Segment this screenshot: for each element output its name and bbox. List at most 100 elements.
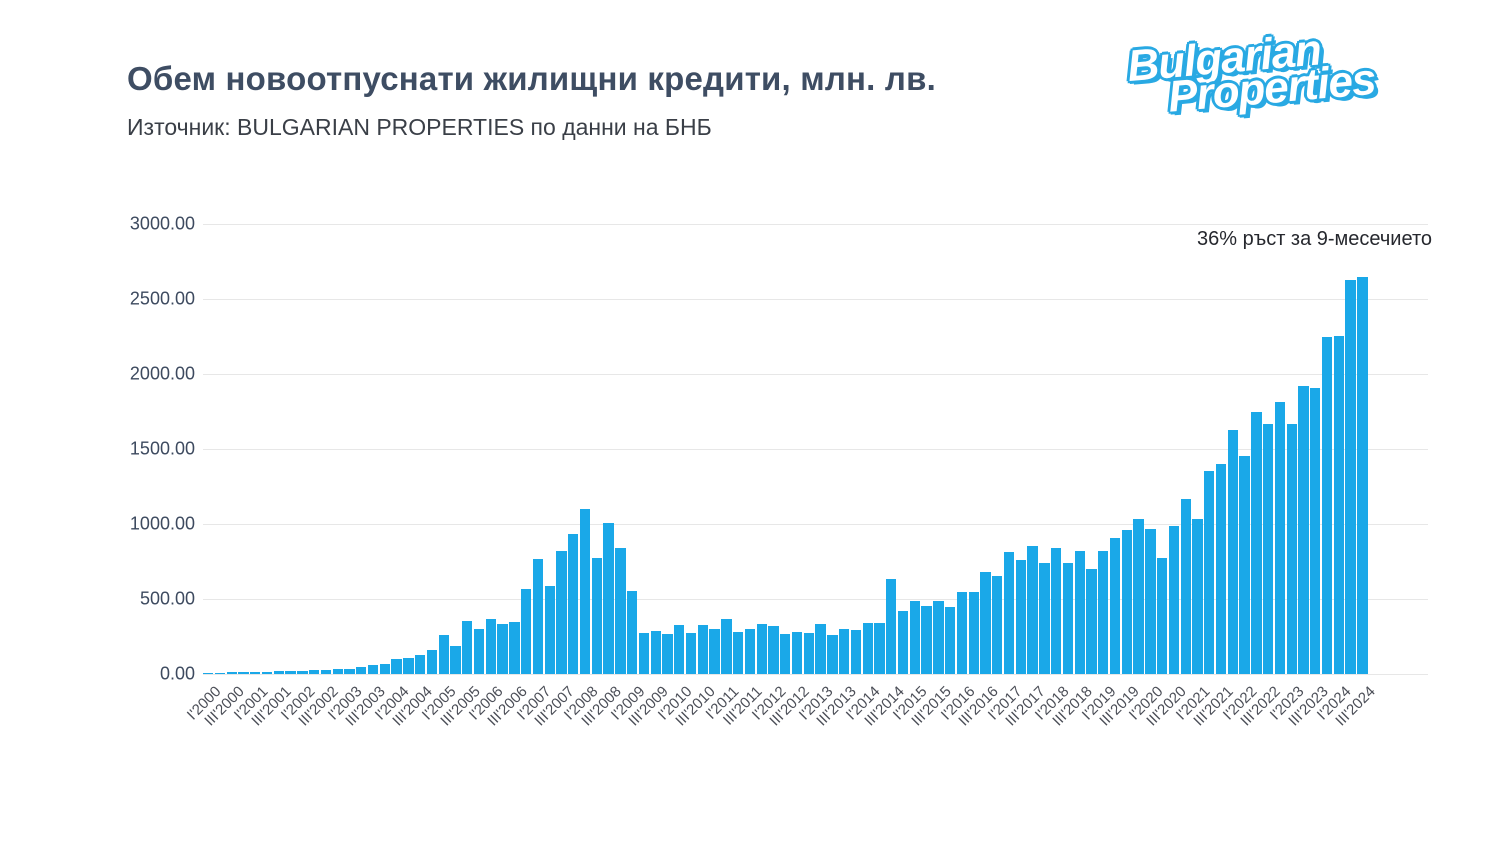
bar bbox=[1345, 280, 1356, 674]
bar bbox=[897, 610, 909, 674]
bar bbox=[450, 645, 461, 674]
bar bbox=[1098, 550, 1109, 674]
grid-line bbox=[203, 674, 1428, 675]
bar bbox=[473, 628, 485, 674]
bar bbox=[956, 592, 968, 674]
bar bbox=[309, 670, 320, 674]
bar bbox=[1027, 545, 1038, 674]
grid-line bbox=[203, 524, 1428, 525]
bar bbox=[992, 576, 1003, 674]
bar bbox=[1251, 411, 1262, 674]
bar bbox=[1239, 455, 1250, 674]
bar bbox=[1062, 562, 1074, 674]
bar bbox=[721, 618, 732, 674]
bar bbox=[815, 623, 826, 674]
bar bbox=[485, 618, 497, 674]
bar bbox=[850, 630, 862, 674]
bar bbox=[509, 621, 520, 674]
bar bbox=[744, 628, 756, 674]
bar bbox=[497, 623, 508, 674]
bar bbox=[1003, 551, 1015, 674]
bar bbox=[803, 633, 815, 674]
bar bbox=[603, 522, 614, 674]
bar bbox=[1145, 528, 1156, 674]
bar bbox=[1051, 547, 1062, 674]
y-axis-label: 3000.00 bbox=[129, 213, 195, 234]
bar bbox=[945, 607, 956, 674]
bar bbox=[1086, 569, 1097, 674]
bar bbox=[579, 509, 591, 674]
bar bbox=[921, 605, 932, 674]
growth-annotation: 36% ръст за 9-месечието bbox=[1197, 228, 1432, 250]
page-title: Обем новоотпуснати жилищни кредити, млн.… bbox=[127, 60, 936, 97]
bar bbox=[297, 671, 308, 674]
bar bbox=[344, 668, 355, 674]
bar bbox=[1333, 336, 1345, 674]
bar bbox=[862, 622, 873, 674]
bar bbox=[909, 601, 921, 674]
page-subtitle: Източник: BULGARIAN PROPERTIES по данни … bbox=[127, 114, 712, 140]
bar bbox=[1263, 423, 1274, 674]
bar bbox=[1015, 560, 1027, 674]
y-axis-label: 2500.00 bbox=[129, 288, 195, 309]
bar bbox=[780, 634, 791, 674]
bar bbox=[379, 664, 391, 674]
bar bbox=[791, 631, 803, 674]
bar bbox=[756, 623, 767, 674]
bar bbox=[415, 655, 426, 674]
y-axis-label: 1000.00 bbox=[129, 513, 195, 534]
bar bbox=[462, 621, 473, 674]
bar bbox=[980, 572, 991, 674]
bar bbox=[214, 672, 226, 674]
bar bbox=[250, 671, 261, 674]
grid-line bbox=[203, 299, 1428, 300]
bar bbox=[591, 558, 603, 674]
y-axis-label: 2000.00 bbox=[129, 363, 195, 384]
bar bbox=[768, 626, 779, 674]
bar bbox=[1039, 562, 1050, 674]
bar bbox=[650, 631, 661, 674]
bar bbox=[662, 633, 673, 674]
bar bbox=[615, 547, 626, 674]
bar bbox=[320, 669, 332, 674]
bar bbox=[685, 632, 697, 674]
bar bbox=[356, 667, 367, 674]
bar bbox=[1180, 499, 1191, 674]
bar bbox=[367, 665, 379, 674]
bar bbox=[261, 671, 273, 674]
gridlines bbox=[203, 224, 1428, 675]
bar bbox=[1204, 471, 1215, 674]
bar bbox=[403, 658, 414, 674]
bar bbox=[638, 632, 650, 674]
bar bbox=[1310, 387, 1321, 674]
grid-line bbox=[203, 374, 1428, 375]
bar bbox=[874, 623, 885, 674]
bar bbox=[273, 671, 285, 674]
bar bbox=[1074, 550, 1085, 674]
bar bbox=[839, 628, 850, 674]
y-axis: 3000.00 2500.00 2000.00 1500.00 1000.00 500.0… bbox=[80, 214, 195, 684]
bar bbox=[933, 601, 944, 674]
bar bbox=[1133, 518, 1144, 674]
bar bbox=[1109, 538, 1121, 674]
bar bbox=[532, 558, 544, 674]
bar bbox=[1321, 337, 1333, 674]
bar bbox=[968, 592, 979, 674]
bar bbox=[544, 585, 555, 674]
bar bbox=[568, 533, 579, 674]
bar bbox=[733, 631, 744, 674]
bar bbox=[1298, 386, 1309, 674]
bar bbox=[226, 672, 237, 674]
y-axis-label: 0.00 bbox=[159, 663, 195, 684]
bar bbox=[203, 672, 214, 674]
y-axis-label: 500.00 bbox=[139, 588, 195, 609]
bar bbox=[391, 659, 402, 674]
bar bbox=[238, 672, 249, 674]
grid-line bbox=[203, 224, 1428, 225]
bar bbox=[556, 551, 567, 674]
bar bbox=[1357, 276, 1368, 674]
x-axis: I'2000 III'2000 I'2001 III'2001 I'2002 III'20… bbox=[184, 683, 1379, 763]
bar bbox=[1168, 525, 1180, 674]
bar bbox=[426, 650, 438, 674]
